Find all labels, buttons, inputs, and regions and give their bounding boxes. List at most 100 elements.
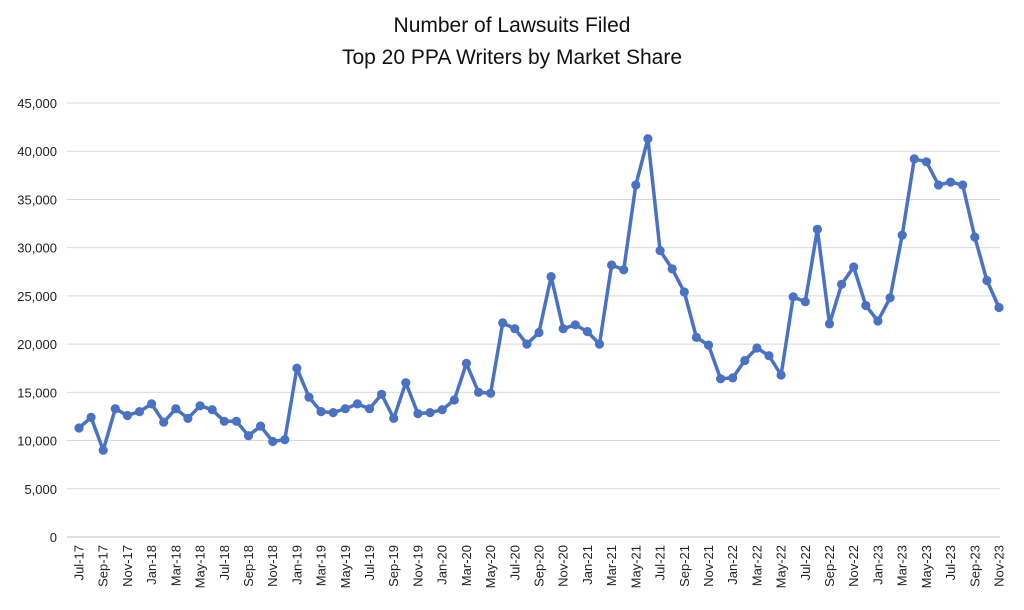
x-tick-label: Mar-20: [459, 545, 474, 586]
series-line: [77, 136, 1001, 452]
data-point: [607, 260, 617, 270]
data-point: [231, 416, 241, 426]
data-point: [594, 339, 605, 349]
data-point: [994, 302, 1004, 313]
x-tick-label: May-19: [338, 545, 353, 588]
data-point: [946, 177, 956, 187]
data-point: [958, 180, 968, 190]
x-tick-label: Sep-21: [677, 545, 692, 587]
data-point: [933, 180, 944, 190]
data-point: [837, 279, 847, 289]
data-point: [449, 395, 459, 405]
data-point: [752, 343, 762, 353]
chart-title-line-1: Number of Lawsuits Filed: [393, 14, 631, 37]
data-point: [861, 300, 871, 311]
data-point: [377, 389, 387, 399]
y-tick-label: 30,000: [17, 241, 57, 256]
y-tick-label: 40,000: [17, 144, 57, 159]
data-point: [122, 410, 132, 421]
data-point: [885, 293, 895, 303]
data-point: [970, 232, 980, 242]
data-point: [486, 388, 496, 398]
data-point: [498, 318, 508, 328]
x-tick-label: Sep-20: [532, 545, 547, 587]
data-point: [982, 275, 992, 286]
data-point: [558, 324, 568, 334]
x-tick-label: Nov-21: [701, 545, 716, 587]
y-tick-label: 5,000: [24, 482, 57, 497]
data-point: [740, 355, 750, 366]
x-tick-label: Mar-18: [168, 545, 183, 586]
x-tick-label: Mar-23: [895, 545, 910, 586]
x-tick-label: May-18: [193, 545, 208, 588]
x-tick-label: Sep-18: [241, 545, 256, 587]
data-point: [389, 413, 399, 423]
x-tick-label: Mar-22: [749, 545, 764, 586]
x-tick-label: Jul-19: [362, 545, 377, 580]
y-tick-label: 20,000: [17, 337, 57, 352]
data-point: [243, 431, 254, 441]
x-tick-label: Nov-20: [556, 545, 571, 587]
data-point: [534, 327, 544, 338]
data-point: [691, 332, 702, 342]
data-point: [788, 292, 798, 302]
data-point: [631, 180, 641, 190]
x-tick-label: Jul-23: [943, 545, 958, 580]
x-tick-label: Jan-18: [144, 545, 159, 585]
x-tick-label: Mar-19: [314, 545, 329, 586]
data-point: [570, 320, 580, 330]
x-tick-label: Nov-19: [410, 545, 425, 587]
x-tick-label: Jul-22: [798, 545, 813, 580]
data-point: [728, 373, 738, 383]
data-point: [812, 224, 823, 234]
data-point: [159, 417, 169, 427]
data-point: [655, 246, 665, 256]
data-point: [340, 404, 350, 414]
data-point: [280, 435, 290, 445]
data-point: [921, 157, 932, 167]
data-point: [546, 272, 556, 282]
data-point: [256, 421, 266, 431]
data-point: [171, 404, 181, 414]
x-tick-label: Jul-21: [653, 545, 668, 580]
x-tick-label: Nov-22: [846, 545, 861, 587]
data-point: [776, 370, 786, 380]
data-point: [110, 404, 120, 414]
y-tick-label: 15,000: [17, 385, 57, 400]
data-point: [304, 392, 314, 402]
data-point: [667, 264, 677, 274]
x-tick-label: May-21: [628, 545, 643, 588]
data-point: [74, 423, 84, 433]
x-tick-label: Jan-19: [289, 545, 304, 585]
x-tick-label: Jul-17: [72, 545, 87, 580]
data-point: [643, 134, 653, 144]
data-point: [352, 399, 362, 409]
data-point: [619, 265, 629, 275]
y-tick-label: 25,000: [17, 289, 57, 304]
data-point: [413, 409, 423, 419]
y-tick-label: 45,000: [17, 96, 57, 111]
y-tick-label: 35,000: [17, 192, 57, 207]
data-point: [824, 319, 835, 329]
data-point: [522, 339, 532, 349]
data-point: [147, 399, 157, 409]
data-point: [364, 404, 375, 414]
x-tick-label: Mar-21: [604, 545, 619, 586]
x-tick-label: Sep-19: [386, 545, 401, 587]
x-tick-label: Sep-17: [96, 545, 111, 587]
data-point: [582, 327, 593, 337]
data-point: [401, 378, 411, 388]
data-point: [98, 445, 108, 455]
x-tick-label: Jan-20: [435, 545, 450, 585]
x-tick-label: Jan-22: [725, 545, 740, 585]
data-point: [849, 262, 859, 272]
data-point: [716, 374, 726, 384]
data-point: [679, 287, 689, 297]
data-point: [764, 351, 774, 361]
data-point: [268, 436, 278, 447]
data-point: [437, 405, 447, 415]
data-point: [873, 316, 883, 326]
data-point: [897, 230, 907, 240]
